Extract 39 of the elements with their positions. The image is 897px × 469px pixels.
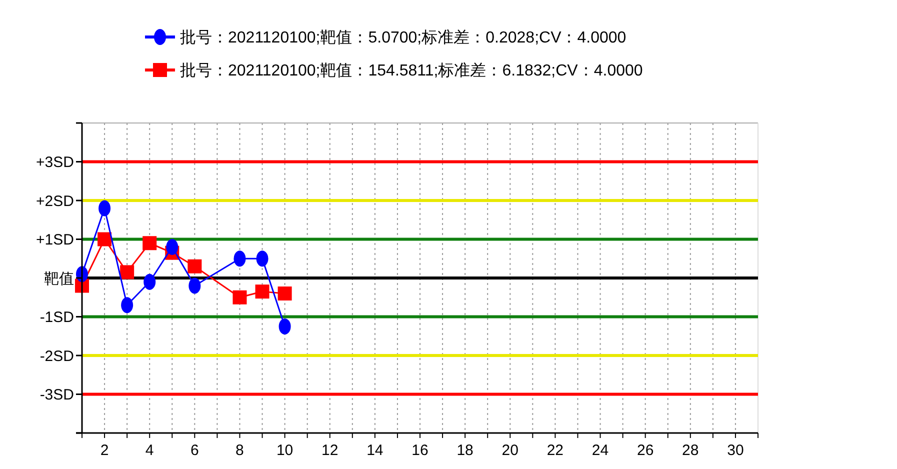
x-tick-label: 12 — [322, 442, 338, 459]
point — [142, 236, 157, 250]
point — [232, 290, 247, 304]
point — [121, 297, 134, 314]
x-tick-label: 8 — [236, 442, 244, 459]
x-tick-label: 2 — [100, 442, 109, 459]
point — [278, 286, 292, 300]
legend-label: 批号：2021120100;靶值：5.0700;标准差：0.2028;CV：4.0000 — [180, 28, 626, 47]
point — [144, 274, 156, 290]
x-tick-label: 10 — [276, 442, 294, 459]
legend-label: 批号：2021120100;靶值：154.5811;标准差：6.1832;CV：4.0000 — [180, 62, 643, 80]
y-tick-label: -1SD — [40, 309, 74, 326]
x-tick-label: 22 — [546, 442, 564, 459]
y-tick-label: +1SD — [36, 232, 74, 248]
y-tick-label: +2SD — [36, 192, 74, 210]
x-tick-label: 18 — [456, 442, 474, 459]
point — [188, 278, 201, 294]
x-tick-label: 14 — [366, 442, 384, 459]
x-tick-label: 30 — [727, 442, 744, 459]
point — [166, 239, 178, 255]
point — [98, 232, 112, 246]
x-tick-label: 4 — [145, 442, 154, 459]
y-tick-label: 靶值 — [44, 270, 74, 288]
point — [256, 250, 268, 267]
point — [278, 318, 291, 334]
x-tick-label: 20 — [502, 442, 518, 459]
point — [120, 265, 134, 280]
x-tick-label: 24 — [592, 442, 609, 459]
x-tick-label: 26 — [636, 442, 654, 459]
point — [188, 259, 202, 274]
point — [255, 284, 270, 299]
point — [234, 250, 246, 267]
point — [98, 200, 111, 216]
y-tick-label: -3SD — [40, 386, 74, 404]
x-tick-label: 16 — [412, 442, 428, 459]
x-tick-label: 6 — [190, 442, 199, 459]
y-tick-label: +3SD — [36, 154, 74, 171]
x-tick-label: 28 — [682, 442, 699, 459]
y-tick-label: -2SD — [40, 348, 74, 365]
